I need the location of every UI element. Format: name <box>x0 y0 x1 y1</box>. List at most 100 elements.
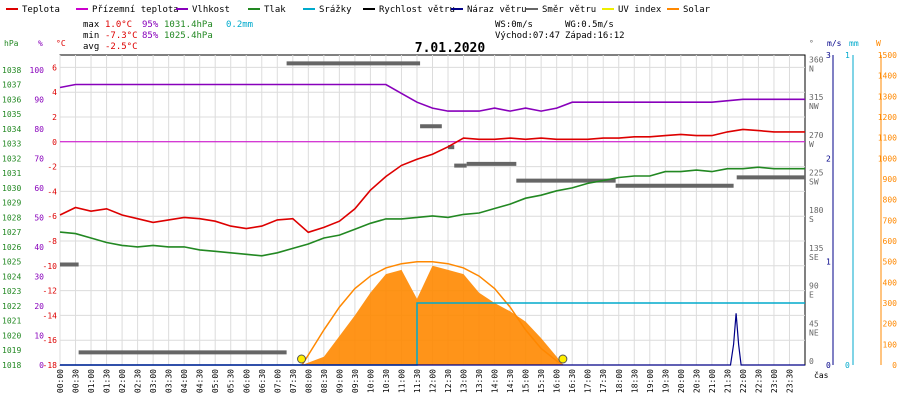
tick-temp: 6 <box>52 63 57 72</box>
stats-block: max 1.0°C 95% 1031.4hPa 0.2mm min -7.3°C… <box>83 20 625 52</box>
tick-time: 17:00 <box>584 369 593 393</box>
tick-press: 1021 <box>2 317 21 326</box>
tick-time: 10:30 <box>382 369 391 393</box>
tick-time: 13:30 <box>475 369 484 393</box>
tick-time: 13:00 <box>460 369 469 393</box>
stat-avg-label: avg <box>83 42 99 52</box>
tick-dir-label: W <box>809 140 814 149</box>
stat-wg: WG:0.5m/s <box>565 20 614 30</box>
tick-time: 18:00 <box>615 369 624 393</box>
tick-time: 05:30 <box>227 369 236 393</box>
tick-press: 1030 <box>2 184 21 193</box>
tick-time: 11:30 <box>413 369 422 393</box>
tick-temp: 4 <box>52 88 57 97</box>
unit-rain: mm <box>849 39 859 48</box>
tick-time: 10:00 <box>366 369 375 393</box>
tick-solar: 500 <box>883 258 898 267</box>
stat-sunset: Západ:16:12 <box>565 31 625 41</box>
tick-press: 1033 <box>2 140 21 149</box>
tick-solar: 900 <box>883 175 898 184</box>
tick-solar: 800 <box>883 196 898 205</box>
chart-title: 7.01.2020 <box>415 41 486 56</box>
tick-dir: 225 <box>809 168 824 177</box>
tick-press: 1032 <box>2 154 21 163</box>
series-temperature-line <box>59 128 805 234</box>
tick-hum: 60 <box>34 184 44 193</box>
tick-hum: 30 <box>34 272 44 281</box>
legend-label-n-raz-v-tru: Náraz větru <box>467 5 527 15</box>
tick-press: 1031 <box>2 169 21 178</box>
tick-dir-label: NE <box>809 328 819 337</box>
tick-press: 1025 <box>2 258 21 267</box>
tick-press: 1028 <box>2 213 21 222</box>
tick-press: 1024 <box>2 272 21 281</box>
tick-dir-label: SE <box>809 253 819 262</box>
tick-press: 1023 <box>2 287 21 296</box>
tick-time: 09:30 <box>351 369 360 393</box>
tick-time: 20:00 <box>677 369 686 393</box>
stat-min-label: min <box>83 31 99 41</box>
tick-solar: 700 <box>883 216 898 225</box>
unit-temp: °C <box>56 39 66 48</box>
tick-time: 07:00 <box>273 369 282 393</box>
tick-time: 02:00 <box>118 369 127 393</box>
tick-press: 1035 <box>2 110 21 119</box>
tick-solar: 1000 <box>878 154 897 163</box>
unit-solar: W <box>876 39 881 48</box>
tick-temp: 2 <box>52 113 57 122</box>
series-gust-line <box>60 313 805 366</box>
tick-temp: -6 <box>47 212 57 221</box>
tick-dir-label: N <box>809 64 814 73</box>
stat-avg-temp: -2.5°C <box>105 42 138 52</box>
legend-label-rychlost-v-tru: Rychlost větru <box>379 5 455 15</box>
legend-label-solar: Solar <box>683 5 711 15</box>
tick-time: 00:00 <box>56 369 65 393</box>
tick-dir: 135 <box>809 244 824 253</box>
series-solar-area <box>302 265 563 365</box>
tick-solar: 600 <box>883 237 898 246</box>
legend-label-sm-r-v-tru: Směr větru <box>542 5 596 15</box>
legend-label-vlhkost: Vlhkost <box>192 5 230 15</box>
tick-time: 18:30 <box>630 369 639 393</box>
tick-hum: 40 <box>34 243 44 252</box>
tick-solar: 300 <box>883 299 898 308</box>
tick-time: 15:30 <box>537 369 546 393</box>
unit-dir: ° <box>809 39 814 48</box>
tick-press: 1037 <box>2 81 21 90</box>
tick-time: 04:30 <box>196 369 205 393</box>
tick-solar: 0 <box>892 361 897 370</box>
tick-dir: 360 <box>809 55 824 64</box>
stat-min-press: 1025.4hPa <box>164 31 213 41</box>
tick-rain: 1 <box>845 51 850 60</box>
sun-marker-sunrise <box>297 354 307 364</box>
tick-press: 1020 <box>2 331 21 340</box>
tick-temp: -16 <box>43 336 58 345</box>
plot-area: -18-16-14-12-10-8-6-4-202461018101910201… <box>2 51 897 393</box>
tick-dir: 45 <box>809 319 819 328</box>
tick-time: 21:30 <box>723 369 732 393</box>
tick-time: 14:30 <box>506 369 515 393</box>
tick-time: 23:00 <box>770 369 779 393</box>
tick-time: 09:00 <box>335 369 344 393</box>
tick-hum: 80 <box>34 125 44 134</box>
legend-label-teplota: Teplota <box>22 5 60 15</box>
stat-ws: WS:0m/s <box>495 20 533 30</box>
tick-time: 11:00 <box>397 369 406 393</box>
tick-dir: 0 <box>809 357 814 366</box>
legend-label-tlak: Tlak <box>264 5 286 15</box>
tick-solar: 1200 <box>878 113 897 122</box>
tick-hum: 70 <box>34 154 44 163</box>
tick-time: 23:30 <box>785 369 794 393</box>
tick-press: 1029 <box>2 199 21 208</box>
tick-press: 1026 <box>2 243 21 252</box>
legend-label-uv-index: UV index <box>618 5 662 15</box>
tick-time: 08:00 <box>304 369 313 393</box>
tick-time: 21:00 <box>708 369 717 393</box>
tick-hum: 20 <box>34 302 44 311</box>
tick-time: 16:00 <box>553 369 562 393</box>
series-solar-theoretical-line <box>301 260 564 366</box>
tick-hum: 0 <box>39 361 44 370</box>
tick-dir-label: NW <box>809 102 819 111</box>
tick-dir-label: S <box>809 215 814 224</box>
tick-time: 07:30 <box>289 369 298 393</box>
